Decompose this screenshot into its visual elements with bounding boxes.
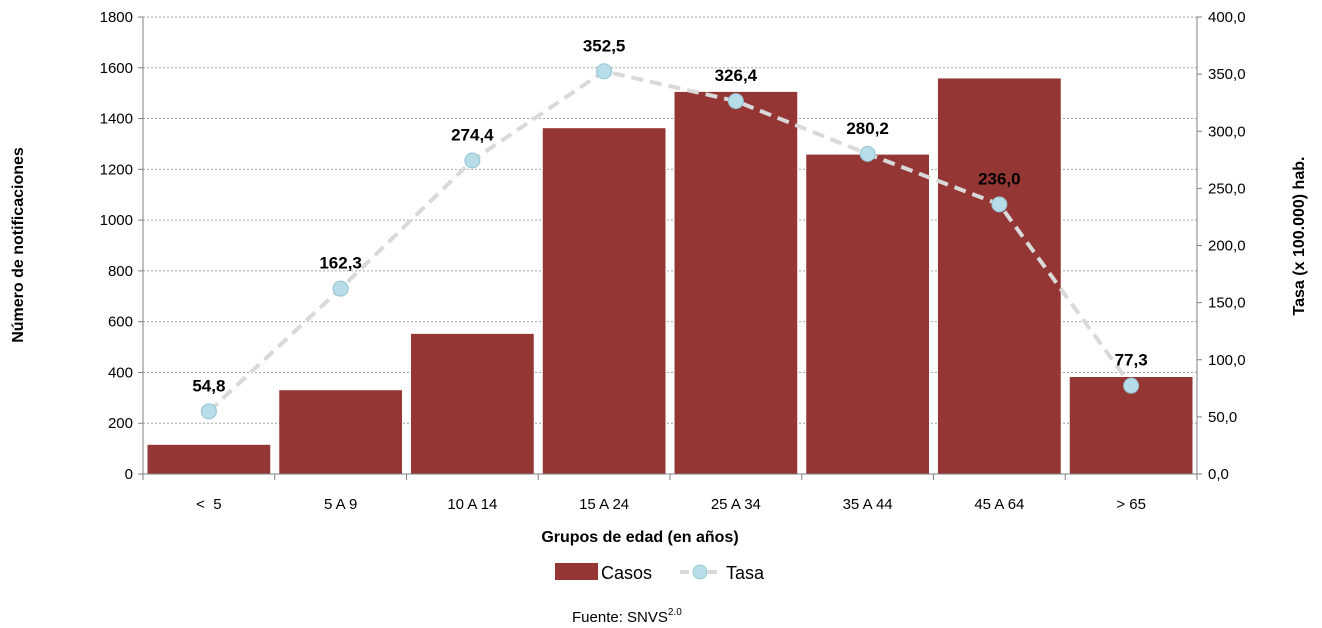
bar-casos-1 [279,390,402,474]
point-tasa-3 [597,64,612,79]
left-axis-ticks: 0 200 400 600 800 1000 1200 1400 1600 1800 [100,9,143,483]
x-tick-label-1: 5 A 9 [324,496,357,513]
right-axis-ticks: 0,0 50,0 100,0 150,0 200,0 250,0 300,0 350,0 400… [1197,9,1246,483]
data-label-tasa-2: 274,4 [451,125,494,144]
y2-tick-label-2: 100,0 [1208,352,1246,369]
y2-tick-label-0: 0,0 [1208,466,1229,483]
y2-tick-label-5: 250,0 [1208,180,1246,197]
point-tasa-4 [728,94,743,109]
point-tasa-0 [201,404,216,419]
bar-casos-2 [411,334,534,474]
bar-series-casos [148,78,1193,474]
y2-tick-label-3: 150,0 [1208,295,1246,312]
legend-swatch-tasa-marker [693,565,707,579]
y-axis-title: Número de notificaciones [10,147,27,343]
data-label-tasa-0: 54,8 [192,376,225,395]
x-axis-title: Grupos de edad (en años) [541,529,738,546]
y-tick-label-7: 1400 [100,111,133,128]
data-label-tasa-3: 352,5 [583,36,626,55]
y-tick-label-6: 1200 [100,161,133,178]
y-tick-label-2: 400 [108,364,133,381]
point-tasa-1 [333,281,348,296]
x-tick-label-6: 45 A 64 [974,496,1024,513]
x-tick-label-2: 10 A 14 [447,496,497,513]
y2-tick-label-1: 50,0 [1208,409,1237,426]
point-tasa-6 [992,197,1007,212]
legend-label-casos: Casos [601,563,652,583]
legend-swatch-casos [555,563,598,580]
y2-axis-title: Tasa (x 100.000) hab. [1291,157,1308,316]
bar-casos-3 [543,128,666,474]
x-tick-label-5: 35 A 44 [843,496,893,513]
y2-tick-label-7: 350,0 [1208,66,1246,83]
y2-tick-label-8: 400,0 [1208,9,1246,26]
x-tick-label-4: 25 A 34 [711,496,761,513]
y-tick-label-3: 600 [108,314,133,331]
y-tick-label-8: 1600 [100,60,133,77]
y2-tick-label-6: 300,0 [1208,123,1246,140]
bar-casos-4 [675,92,798,474]
y-tick-label-0: 0 [125,466,133,483]
point-tasa-7 [1124,378,1139,393]
data-label-tasa-1: 162,3 [319,254,362,273]
y-tick-label-1: 200 [108,415,133,432]
y-tick-label-5: 1000 [100,212,133,229]
data-label-tasa-5: 280,2 [846,119,889,138]
y-tick-label-4: 800 [108,263,133,280]
bar-casos-0 [148,445,271,474]
source-superscript: 2.0 [668,607,682,618]
legend-label-tasa: Tasa [726,563,765,583]
x-tick-label-0: < 5 [196,496,221,513]
data-label-tasa-6: 236,0 [978,169,1021,188]
x-tick-label-3: 15 A 24 [579,496,629,513]
data-label-tasa-7: 77,3 [1115,351,1148,370]
data-label-tasa-4: 326,4 [715,66,758,85]
point-tasa-2 [465,153,480,168]
bar-casos-5 [806,155,929,474]
point-tasa-5 [860,146,875,161]
bar-casos-6 [938,78,1061,474]
x-axis-ticks: < 5 5 A 9 10 A 14 15 A 24 25 A 34 35 A 44 45 A… [143,474,1197,513]
x-tick-label-7: > 65 [1116,496,1146,513]
y-tick-label-9: 1800 [100,9,133,26]
source-note: Fuente: SNVS2.0 [572,607,682,626]
legend: Casos Tasa [555,563,765,583]
y2-tick-label-4: 200,0 [1208,238,1246,255]
